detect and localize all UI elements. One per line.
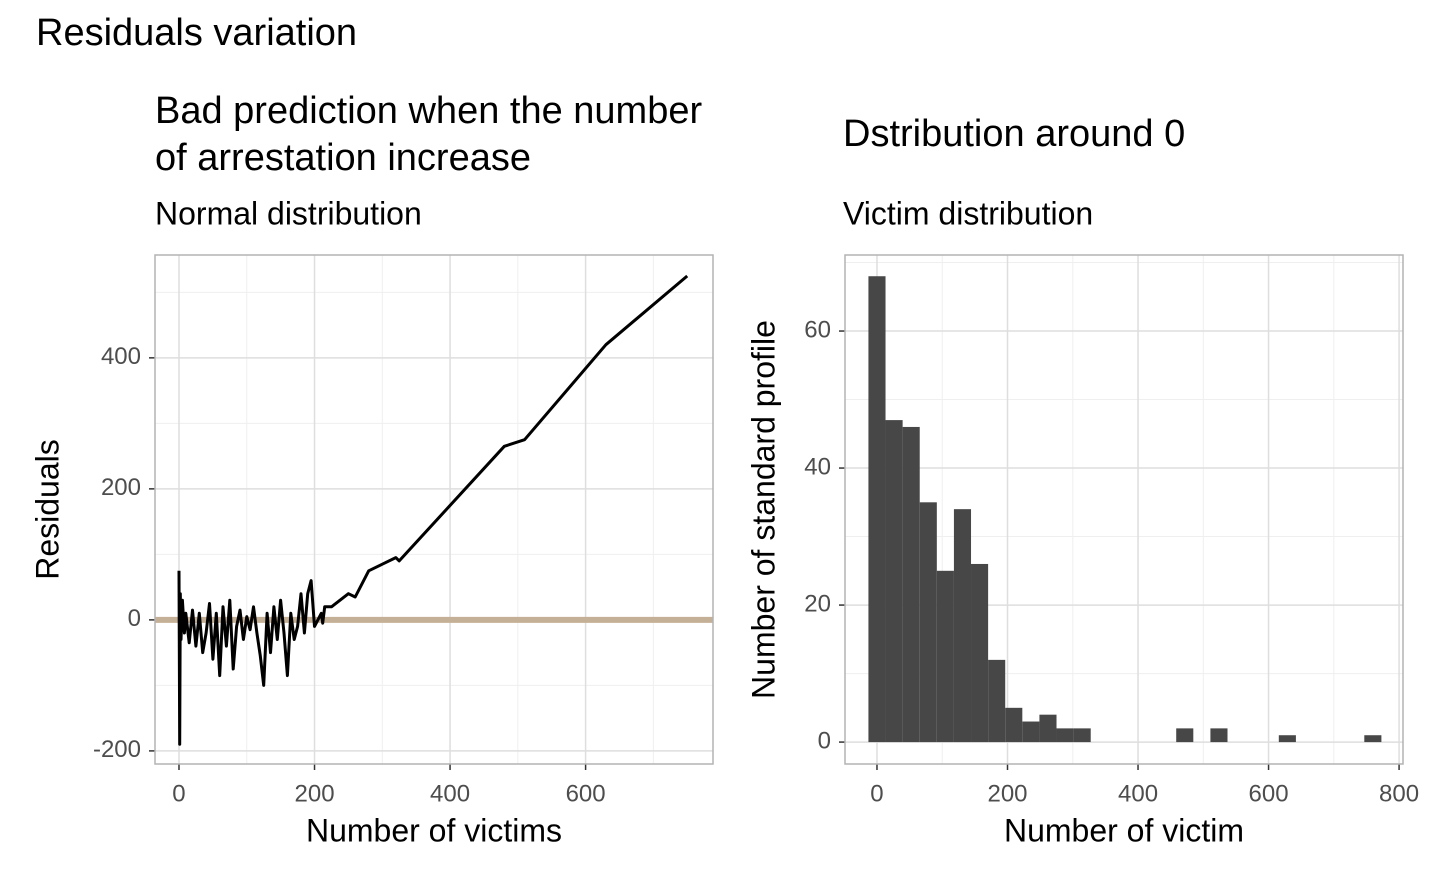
histogram-bar	[1022, 721, 1040, 743]
x-tick-label: 800	[1379, 780, 1419, 807]
y-axis-title: Residuals	[29, 439, 65, 580]
panel-subtitle: Normal distribution	[155, 195, 422, 231]
histogram-bar	[1056, 728, 1074, 743]
histogram-bar	[1278, 735, 1296, 743]
panel-title: Bad prediction when the number	[155, 90, 702, 132]
histogram-bar	[953, 509, 972, 743]
histogram-bar	[988, 659, 1006, 743]
y-axis-title: Number of standard profile	[745, 320, 781, 699]
figure-title: Residuals variation	[36, 12, 357, 54]
histogram-bar	[936, 570, 954, 743]
histogram-bar	[971, 563, 989, 743]
y-tick-label: -200	[93, 736, 141, 763]
x-tick-label: 200	[987, 780, 1027, 807]
y-tick-label: 400	[101, 343, 141, 370]
x-tick-label: 400	[430, 780, 470, 807]
y-tick-label: 0	[128, 605, 141, 632]
y-tick-label: 0	[818, 727, 831, 754]
x-tick-label: 0	[870, 780, 883, 807]
x-axis-title: Number of victims	[306, 812, 562, 848]
data-line	[177, 274, 689, 746]
x-tick-label: 400	[1118, 780, 1158, 807]
x-axis-title: Number of victim	[1004, 812, 1244, 848]
histogram-bar	[885, 420, 903, 743]
y-tick-label: 40	[804, 453, 831, 480]
histogram-bar	[1176, 728, 1194, 743]
panel-border	[154, 254, 714, 765]
histogram-bar	[919, 502, 937, 743]
y-tick-label: 200	[101, 474, 141, 501]
y-tick-label: 20	[804, 590, 831, 617]
x-tick-label: 600	[1249, 780, 1289, 807]
histogram-bar	[1210, 728, 1228, 743]
panel-title: of arrestation increase	[155, 137, 531, 179]
histogram-bar	[1073, 728, 1091, 743]
histogram-bar	[1005, 707, 1023, 743]
histogram-bar	[1039, 714, 1057, 743]
histogram-bar	[1364, 735, 1382, 743]
panel-subtitle: Victim distribution	[843, 195, 1093, 231]
y-tick-label: 60	[804, 316, 831, 343]
histogram-bar	[868, 276, 886, 743]
panel-title: Dstribution around 0	[843, 113, 1185, 155]
x-tick-label: 600	[566, 780, 606, 807]
x-tick-label: 200	[295, 780, 335, 807]
x-tick-label: 0	[172, 780, 185, 807]
histogram-bar	[902, 426, 920, 743]
panel-border	[844, 254, 1404, 765]
